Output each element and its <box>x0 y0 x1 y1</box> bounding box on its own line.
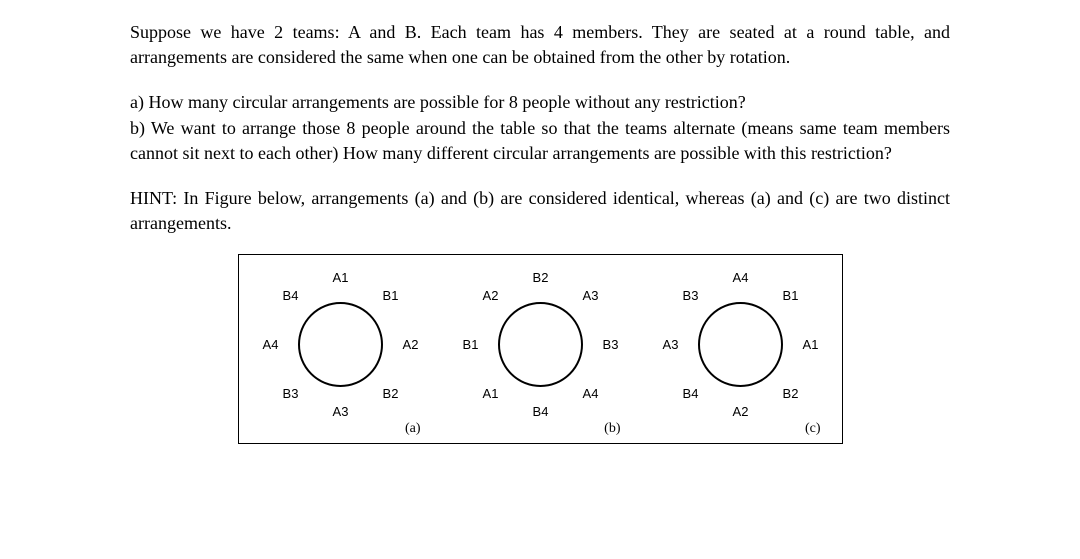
seat-label: B3 <box>276 386 306 401</box>
seat-label: B4 <box>276 288 306 303</box>
seat-label: A1 <box>326 270 356 285</box>
table-circle <box>298 302 383 387</box>
seat-label: B4 <box>676 386 706 401</box>
seat-label: B1 <box>776 288 806 303</box>
seat-label: B2 <box>376 386 406 401</box>
seat-label: A4 <box>256 337 286 352</box>
seat-label: B4 <box>526 404 556 419</box>
seat-label: A1 <box>476 386 506 401</box>
seat-label: B2 <box>776 386 806 401</box>
arrangement-label-a: (a) <box>405 421 421 437</box>
seat-label: B3 <box>676 288 706 303</box>
table-circle <box>498 302 583 387</box>
arrangement-b: B2 A3 B3 A4 B4 A1 B1 A2 (b) <box>441 260 641 440</box>
seat-label: A4 <box>726 270 756 285</box>
arrangement-label-c: (c) <box>805 421 821 437</box>
part-a: a) How many circular arrangements are po… <box>130 90 950 115</box>
hint-text: HINT: In Figure below, arrangements (a) … <box>130 186 950 236</box>
seat-label: A2 <box>396 337 426 352</box>
problem-intro: Suppose we have 2 teams: A and B. Each t… <box>130 20 950 70</box>
seat-label: A4 <box>576 386 606 401</box>
figure-container: A1 B1 A2 B2 A3 B3 A4 B4 (a) B2 A3 B3 A4 … <box>238 254 843 444</box>
seat-label: A2 <box>476 288 506 303</box>
seat-label: A3 <box>656 337 686 352</box>
arrangement-c: A4 B1 A1 B2 A2 B4 A3 B3 (c) <box>641 260 841 440</box>
seat-label: A2 <box>726 404 756 419</box>
seat-label: B1 <box>376 288 406 303</box>
seat-label: A1 <box>796 337 826 352</box>
part-b: b) We want to arrange those 8 people aro… <box>130 116 950 166</box>
seat-label: B2 <box>526 270 556 285</box>
seat-label: A3 <box>326 404 356 419</box>
seat-label: A3 <box>576 288 606 303</box>
arrangement-a: A1 B1 A2 B2 A3 B3 A4 B4 (a) <box>241 260 441 440</box>
arrangement-label-b: (b) <box>604 421 620 437</box>
seat-label: B1 <box>456 337 486 352</box>
seat-label: B3 <box>596 337 626 352</box>
table-circle <box>698 302 783 387</box>
